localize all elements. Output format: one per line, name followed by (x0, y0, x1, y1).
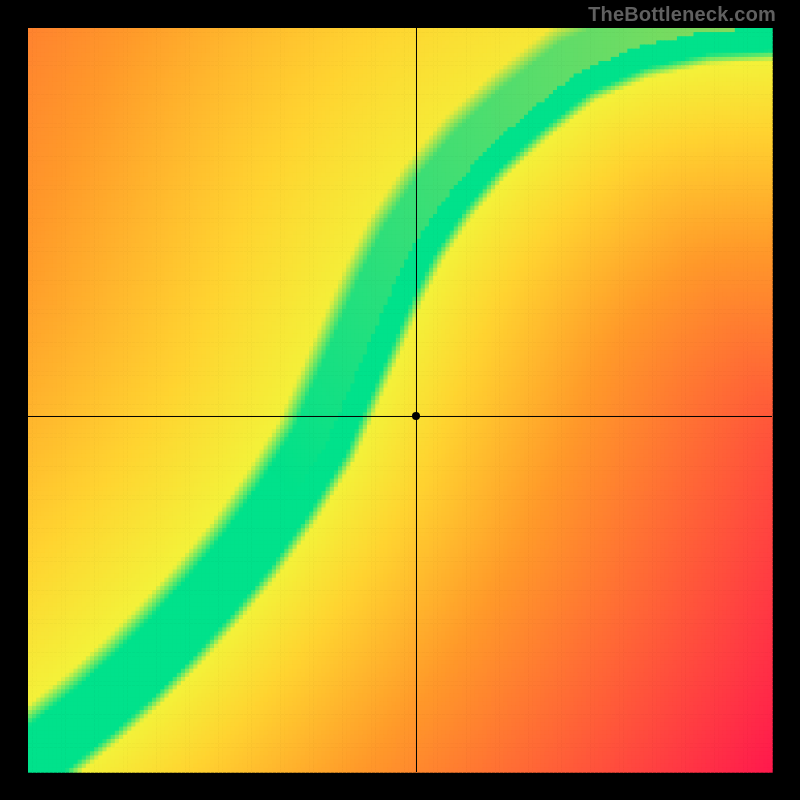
heatmap-canvas (0, 0, 800, 800)
chart-container: TheBottleneck.com (0, 0, 800, 800)
